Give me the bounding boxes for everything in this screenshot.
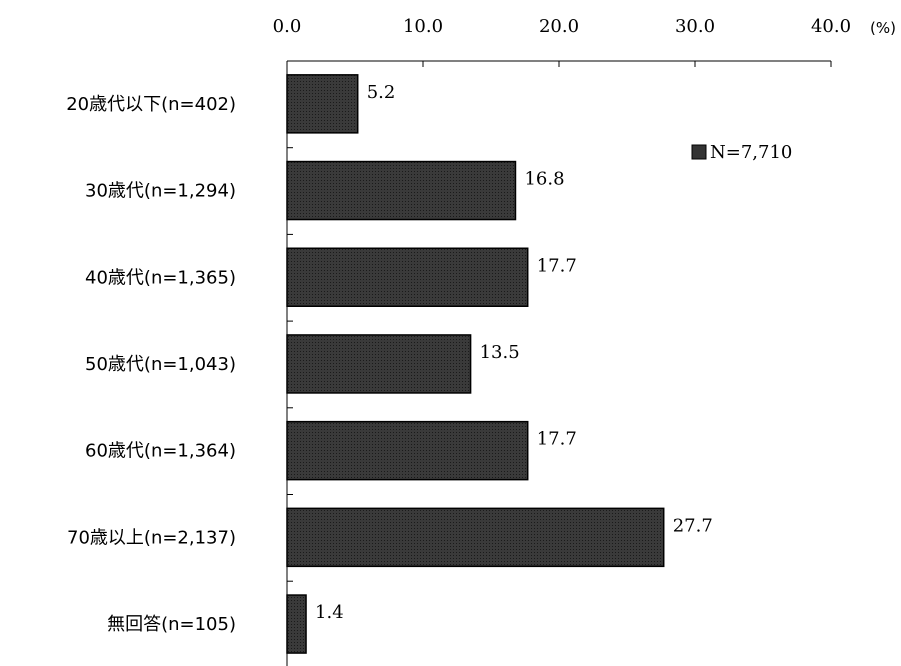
category-label: 無回答(n=105) [107, 614, 236, 635]
bars: 5.2 16.8 17.7 13.5 17.7 27.7 1.4 [286, 74, 713, 654]
data-label: 17.7 [537, 429, 577, 450]
bar [286, 74, 359, 134]
x-tick-label: 40.0 [811, 16, 851, 37]
data-label: 16.8 [524, 169, 564, 190]
category-label: 60歳代(n=1,364) [85, 441, 236, 462]
bar [286, 420, 529, 481]
legend: N=7,710 [691, 142, 792, 163]
x-tick-label: 20.0 [539, 16, 579, 37]
category-label: 40歳代(n=1,365) [85, 267, 236, 288]
category-label: 30歳代(n=1,294) [85, 181, 236, 202]
data-label: 17.7 [537, 255, 577, 276]
category-label: 50歳代(n=1,043) [85, 354, 236, 375]
x-tick-label: 30.0 [675, 16, 715, 37]
legend-label: N=7,710 [710, 142, 792, 163]
bar [286, 160, 517, 221]
bar [286, 247, 529, 307]
data-label: 5.2 [367, 82, 396, 103]
bar [286, 507, 665, 568]
data-label: 13.5 [480, 342, 520, 363]
category-label: 70歳以上(n=2,137) [67, 527, 236, 548]
data-label: 1.4 [315, 602, 344, 623]
x-tick-label: 10.0 [403, 16, 443, 37]
bar [286, 334, 472, 394]
data-label: 27.7 [673, 515, 713, 536]
unit-label: (%) [870, 19, 896, 37]
x-tick-label: 0.0 [273, 16, 302, 37]
category-labels: 20歳代以下(n=402) 30歳代(n=1,294) 40歳代(n=1,365) 5… [66, 94, 236, 635]
category-label: 20歳代以下(n=402) [66, 94, 236, 115]
legend-swatch [691, 144, 707, 160]
bar [286, 594, 307, 654]
